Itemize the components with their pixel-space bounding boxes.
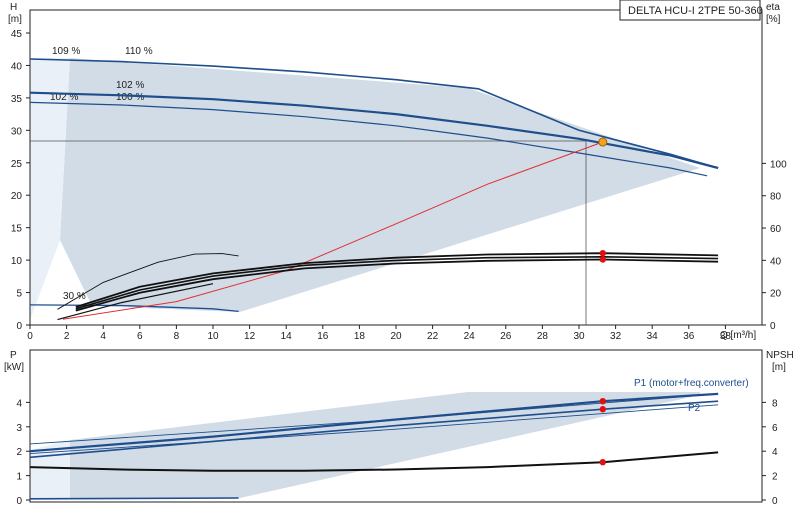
p2-label: P2 xyxy=(688,403,701,414)
x-tick-label: 8 xyxy=(174,331,180,342)
eta-tick-label: 0 xyxy=(770,321,776,332)
p-tick-label: 2 xyxy=(16,447,22,458)
h-tick-label: 35 xyxy=(11,94,23,105)
eta-curve xyxy=(75,255,719,310)
x-tick-label: 16 xyxy=(317,331,329,342)
h-tick-label: 0 xyxy=(16,321,22,332)
p1-label: P1 (motor+freq.converter) xyxy=(634,378,749,389)
top-y-axis-label-h: H xyxy=(10,2,17,13)
h-tick-label: 10 xyxy=(11,256,23,267)
head-curve-110 xyxy=(29,58,719,169)
eta-curve xyxy=(75,258,719,312)
x-tick-label: 10 xyxy=(207,331,219,342)
eta-point-marker xyxy=(599,256,606,263)
h-tick-label: 15 xyxy=(11,224,23,235)
eta-tick-label: 60 xyxy=(770,224,782,235)
bottom-y-axis-label-unit: [kW] xyxy=(4,362,24,373)
head-curve-30 xyxy=(29,304,239,313)
eta-point-marker xyxy=(599,249,606,257)
npsh-curve xyxy=(29,451,719,472)
speed-label-102-lower: 102 % xyxy=(50,92,78,103)
x-tick-label: 0 xyxy=(27,331,33,342)
power-point-marker xyxy=(599,397,606,405)
duty-point-marker xyxy=(598,137,608,147)
eta-tick-label: 80 xyxy=(770,192,782,203)
h-tick-label: 20 xyxy=(11,191,23,202)
p-band-edge xyxy=(29,393,719,445)
bottom-right-axis-label-npsh: NPSH xyxy=(766,350,794,361)
speed-label-30: 30 % xyxy=(63,291,86,302)
p-tick-label: 0 xyxy=(16,496,22,507)
p-tick-label: 1 xyxy=(16,472,22,483)
eta-tick-label: 100 xyxy=(770,159,787,170)
x-tick-label: 4 xyxy=(100,331,106,342)
x-tick-label: 22 xyxy=(427,331,439,342)
x-tick-label: 18 xyxy=(354,331,366,342)
p-tick-label: 4 xyxy=(16,398,22,409)
npsh-tick-label: 2 xyxy=(772,472,778,483)
npsh-tick-label: 0 xyxy=(772,496,778,507)
h-tick-label: 5 xyxy=(16,289,22,300)
power-point-marker xyxy=(599,458,606,466)
top-low-speed-band xyxy=(30,58,70,320)
x-tick-label: 14 xyxy=(281,331,293,342)
head-curve-102 xyxy=(29,101,708,177)
eta-curve xyxy=(57,283,214,321)
bottom-y-axis-label-p: P xyxy=(10,350,17,361)
axis-ticks: 0 2 4 6 8 10 12 14 16 18 20 22 24 26 28 30 32 34 36 3805101… xyxy=(11,29,787,507)
top-operating-range-band xyxy=(60,58,700,312)
x-axis-label: Q [m³/h] xyxy=(720,330,756,341)
eta-tick-label: 40 xyxy=(770,256,782,267)
speed-label-102-upper: 102 % xyxy=(116,80,144,91)
speed-label-110: 110 % xyxy=(125,46,153,57)
title-box xyxy=(619,0,761,21)
head-curve-100 xyxy=(29,91,719,170)
top-right-axis-label-unit: [%] xyxy=(766,14,781,25)
speed-label-100: 100 % xyxy=(116,92,144,103)
eta-tick-label: 20 xyxy=(770,289,782,300)
bottom-right-axis-label-unit: [m] xyxy=(772,362,786,373)
x-tick-label: 28 xyxy=(537,331,549,342)
curves-layer xyxy=(29,58,719,500)
x-tick-label: 2 xyxy=(64,331,70,342)
p-band-edge xyxy=(29,404,719,455)
p2-curve xyxy=(29,400,719,459)
x-tick-label: 24 xyxy=(464,331,476,342)
x-tick-label: 30 xyxy=(573,331,585,342)
x-tick-label: 12 xyxy=(244,331,256,342)
npsh-tick-label: 4 xyxy=(772,447,778,458)
x-tick-label: 38 xyxy=(720,331,732,342)
bottom-plot-frame xyxy=(29,349,763,503)
x-tick-label: 36 xyxy=(683,331,695,342)
p-curve-low-speed xyxy=(29,497,239,500)
chart-title: DELTA HCU-I 2TPE 50-360 xyxy=(628,5,763,17)
eta-curve xyxy=(75,252,719,308)
x-tick-label: 34 xyxy=(647,331,659,342)
x-tick-label: 26 xyxy=(500,331,512,342)
power-point-marker xyxy=(599,406,606,413)
h-tick-label: 30 xyxy=(11,126,23,137)
npsh-tick-label: 8 xyxy=(772,398,778,409)
top-right-axis-label-eta: eta xyxy=(766,2,780,13)
x-tick-label: 20 xyxy=(390,331,402,342)
h-tick-label: 40 xyxy=(11,61,23,72)
system-curve xyxy=(62,141,603,320)
speed-label-109: 109 % xyxy=(52,46,80,57)
eta-curve-low-speed xyxy=(57,253,239,310)
h-tick-label: 25 xyxy=(11,159,23,170)
operating-points xyxy=(598,137,608,466)
x-tick-label: 6 xyxy=(137,331,143,342)
top-y-axis-label-unit: [m] xyxy=(8,14,22,25)
x-tick-label: 32 xyxy=(610,331,622,342)
h-tick-label: 45 xyxy=(11,29,23,40)
p-tick-label: 3 xyxy=(16,423,22,434)
npsh-tick-label: 6 xyxy=(772,423,778,434)
